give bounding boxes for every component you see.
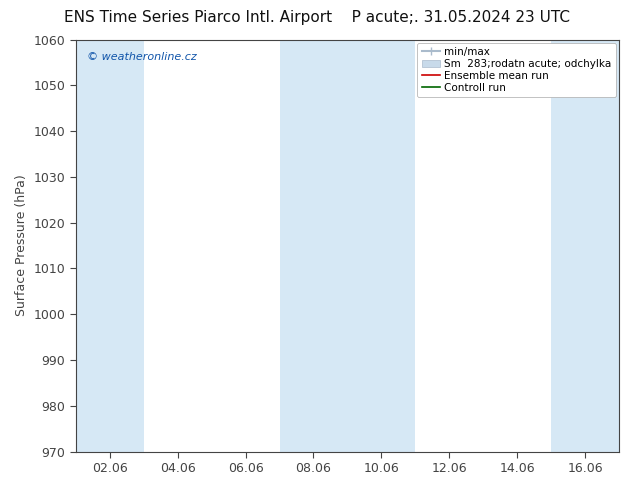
Bar [280,40,347,452]
Bar [551,40,619,452]
Text: ENS Time Series Piarco Intl. Airport    P acute;. 31.05.2024 23 UTC: ENS Time Series Piarco Intl. Airport P a… [64,10,570,25]
Bar [212,40,280,452]
Bar [76,40,144,452]
Text: © weatheronline.cz: © weatheronline.cz [87,52,197,62]
Legend: min/max, Sm  283;rodatn acute; odchylka, Ensemble mean run, Controll run: min/max, Sm 283;rodatn acute; odchylka, … [417,43,616,98]
Bar [144,40,212,452]
Bar [347,40,415,452]
Bar [415,40,483,452]
Bar [483,40,551,452]
Y-axis label: Surface Pressure (hPa): Surface Pressure (hPa) [15,175,28,317]
